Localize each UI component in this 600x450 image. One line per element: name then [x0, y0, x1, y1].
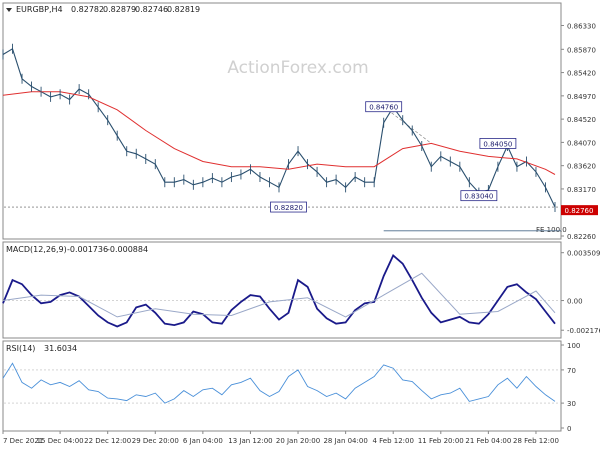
x-tick-label: 13 Jan 12:00: [228, 437, 272, 445]
collapse-triangle-icon: [6, 8, 12, 12]
price-annotation: 0.84050: [479, 138, 517, 149]
x-tick-label: 29 Dec 20:00: [132, 437, 179, 445]
macd-series-signal: [2, 272, 556, 318]
price-y-tick-label: 0.83620: [567, 163, 596, 171]
annotation-label: 0.84050: [483, 140, 512, 148]
price-y-tick-label: 0.84970: [567, 93, 596, 101]
x-tick-label: 28 Feb 12:00: [513, 437, 559, 445]
macd-y-tick-label: 0.00: [567, 298, 583, 306]
annotation-label: 0.83040: [464, 193, 493, 201]
macd-label: MACD(12,26,9): [6, 245, 67, 254]
price-series-moving-average: [2, 91, 556, 175]
price-y-tick-label: 0.86330: [567, 23, 596, 31]
fe-label: FE 100.0: [536, 226, 567, 234]
annotation-box: [479, 138, 517, 149]
annotation-label: 0.84760: [369, 104, 398, 112]
ohlc-high: 0.82879: [103, 5, 136, 14]
ohlc-open: 0.82782: [71, 5, 104, 14]
annotation-box: [460, 190, 498, 202]
price-header: EURGBP,H4 0.82782 0.82879 0.82746 0.8281…: [6, 5, 200, 14]
x-tick-label: 22 Dec 12:00: [84, 437, 131, 445]
x-tick-label: 15 Dec 04:00: [37, 437, 84, 445]
rsi-series-line: [2, 362, 556, 404]
x-tick-label: 4 Feb 12:00: [372, 437, 413, 445]
price-y-tick-label: 0.84520: [567, 116, 596, 124]
annotation-box: [270, 201, 307, 213]
rsi-value: 31.6034: [44, 344, 77, 353]
annotation-box: [365, 101, 403, 113]
rsi-label: RSI(14): [6, 344, 35, 353]
price-y-tick-label: 0.85870: [567, 46, 596, 54]
x-tick-label: 20 Jan 20:00: [276, 437, 320, 445]
macd-y-tick-label: 0.003509: [567, 250, 600, 258]
x-tick-label: 11 Feb 20:00: [418, 437, 464, 445]
x-tick-label: 6 Jan 04:00: [183, 437, 223, 445]
current-price-tag: [561, 205, 598, 216]
annotation-label: 0.82820: [274, 204, 303, 212]
rsi-y-tick-label: 70: [567, 367, 576, 375]
x-tick-label: 28 Jan 04:00: [323, 437, 367, 445]
price-y-tick-label: 0.83170: [567, 186, 596, 194]
watermark: ActionForex.com: [227, 58, 368, 78]
macd-signal-value: -0.000884: [107, 245, 148, 254]
rsi-y-tick-label: 30: [567, 400, 576, 408]
macd-header: MACD(12,26,9) -0.001736 -0.000884: [6, 245, 148, 254]
price-y-tick-label: 0.82260: [567, 233, 596, 241]
macd-y-tick-label: -0.002176: [567, 327, 600, 335]
price-annotation: 0.84760: [365, 101, 403, 113]
macd-series-macd: [2, 254, 556, 328]
price-annotation: 0.82820: [270, 201, 307, 213]
price-y-tick-label: 0.84070: [567, 139, 596, 147]
ohlc-close: 0.82819: [167, 5, 200, 14]
price-y-tick-label: 0.85420: [567, 70, 596, 78]
ohlc-low: 0.82746: [135, 5, 168, 14]
x-tick-label: 21 Feb 04:00: [465, 437, 511, 445]
symbol-label: EURGBP,H4: [16, 5, 63, 14]
price-annotation: 0.83040: [460, 190, 498, 202]
current-price-label: 0.82760: [565, 207, 594, 215]
rsi-header: RSI(14) 31.6034: [6, 344, 77, 353]
x-tick-label: 7 Dec 2021: [3, 437, 43, 445]
macd-value: -0.001736: [67, 245, 108, 254]
rsi-y-tick-label: 0: [567, 425, 571, 433]
rsi-y-tick-label: 100: [567, 342, 580, 350]
